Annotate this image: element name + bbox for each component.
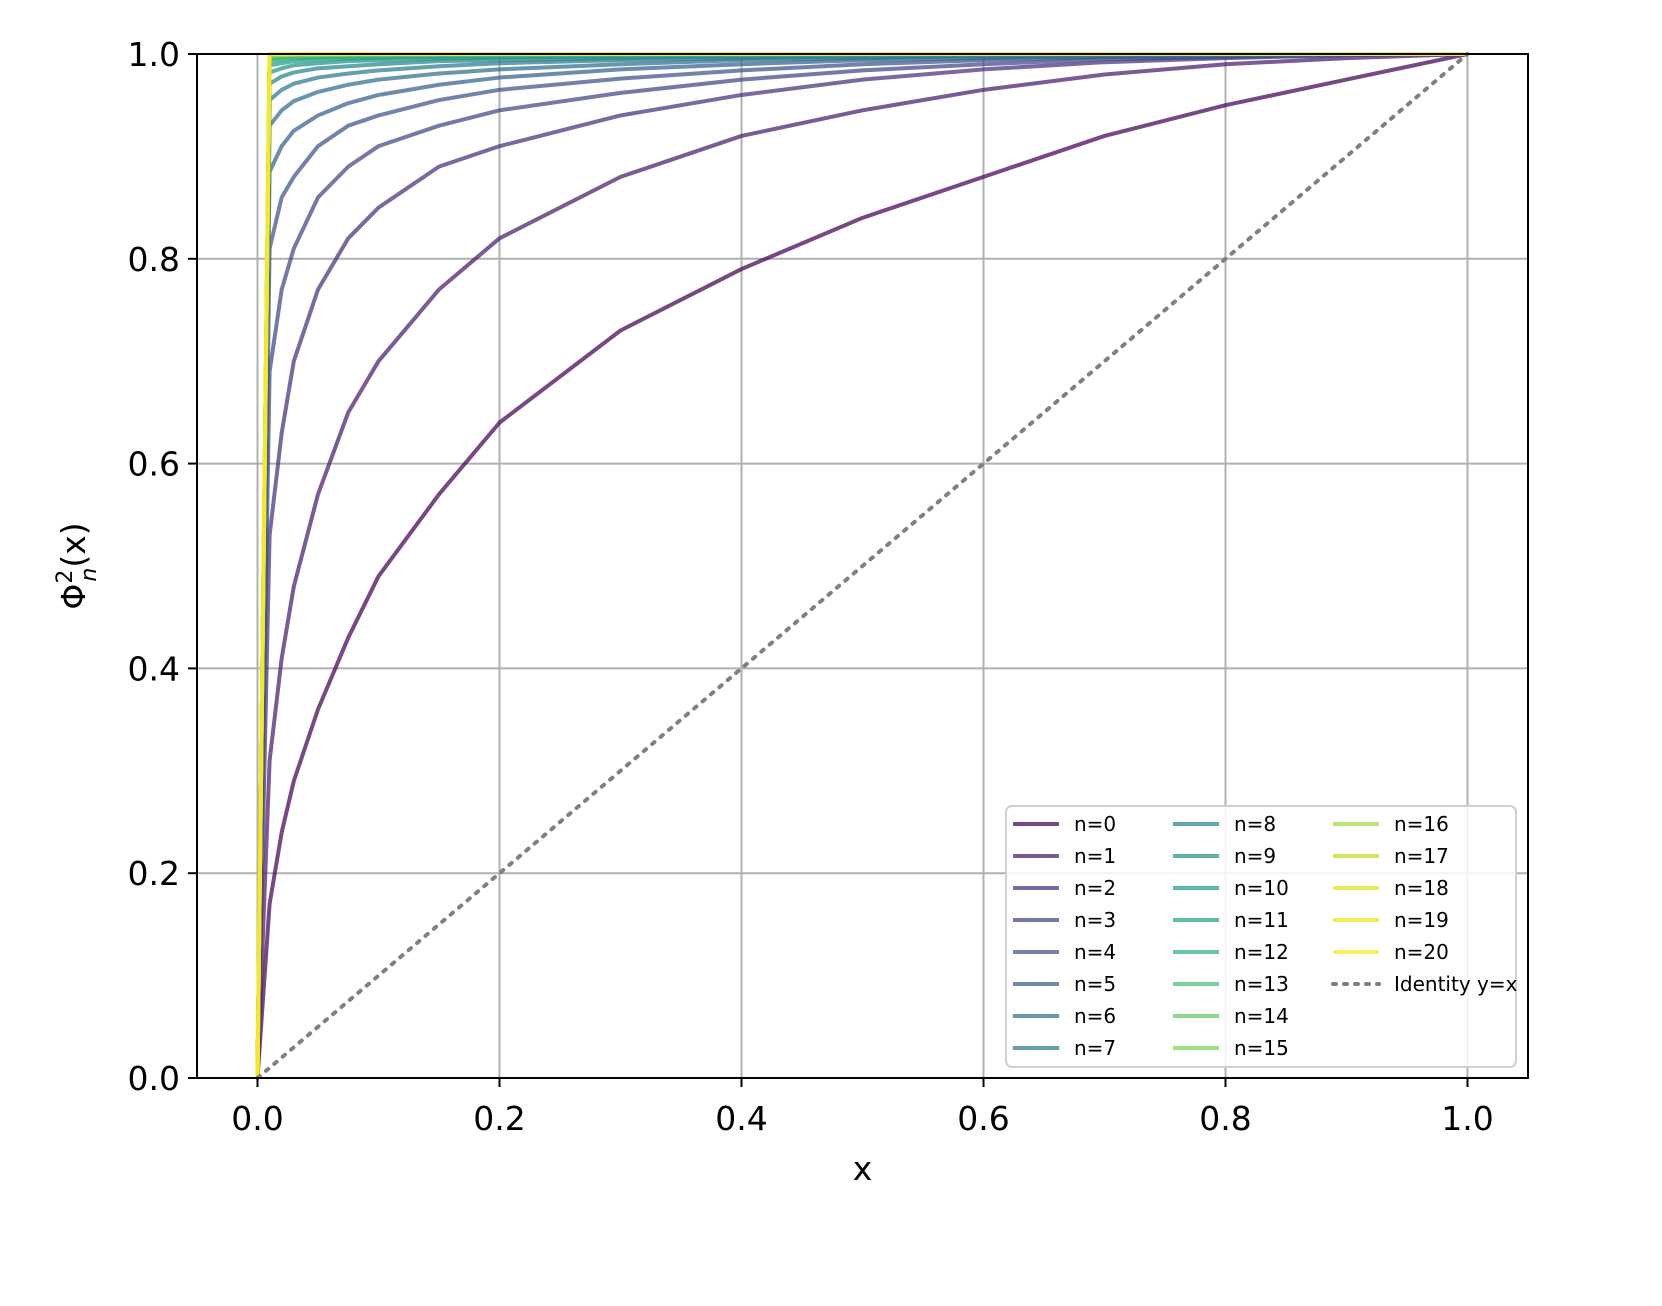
legend-label: n=7 — [1074, 1036, 1116, 1060]
y-axis-label-sub: n — [77, 568, 102, 582]
legend-box — [1005, 805, 1517, 1068]
x-tick-label: 1.0 — [1441, 1099, 1493, 1138]
x-tick-label: 0.8 — [1199, 1099, 1251, 1138]
legend-label: n=5 — [1074, 972, 1116, 996]
x-tick-label: 0.0 — [231, 1099, 283, 1138]
legend-label: n=4 — [1074, 940, 1116, 964]
legend-label: n=19 — [1394, 908, 1449, 932]
y-tick-label: 0.0 — [128, 1059, 180, 1098]
legend: n=0 n=1 n=2 n=3 n=4 n=5 n=6 n=7 n=8 n=9 n=10 n=11 n=… — [1005, 805, 1518, 1068]
legend-label: n=8 — [1234, 812, 1276, 836]
legend-label: n=1 — [1074, 844, 1116, 868]
legend-label: n=10 — [1234, 876, 1289, 900]
legend-label: n=13 — [1234, 972, 1289, 996]
series-line-n-2 — [255, 52, 1468, 1079]
plot-frame — [196, 53, 1529, 1079]
legend-label: n=2 — [1074, 876, 1116, 900]
legend-label: n=9 — [1234, 844, 1276, 868]
legend-label: n=15 — [1234, 1036, 1289, 1060]
legend-label: n=12 — [1234, 940, 1289, 964]
legend-label: n=3 — [1074, 908, 1116, 932]
x-tick-label: 0.2 — [473, 1099, 525, 1138]
legend-label: n=18 — [1394, 876, 1449, 900]
series-line-n-0 — [255, 52, 1468, 1079]
y-tick-label: 0.4 — [128, 649, 180, 688]
series-line-identity-y-x — [255, 52, 1470, 1080]
y-tick-label: 0.6 — [128, 445, 180, 484]
y-axis-label-arg: (x) — [54, 522, 93, 567]
legend-label: Identity y=x — [1394, 972, 1518, 996]
legend-label: n=6 — [1074, 1004, 1116, 1028]
y-axis-label-sup: 2 — [53, 570, 78, 584]
legend-label: n=16 — [1394, 812, 1449, 836]
series-line-n-1 — [255, 52, 1468, 1079]
y-axis-label-base: Φ — [54, 584, 93, 610]
grid — [197, 53, 1528, 1079]
legend-label: n=0 — [1074, 812, 1116, 836]
legend-label: n=17 — [1394, 844, 1449, 868]
x-tick-label: 0.6 — [957, 1099, 1009, 1138]
legend-label: n=14 — [1234, 1004, 1289, 1028]
y-tick-label: 0.8 — [128, 240, 180, 279]
y-tick-label: 1.0 — [128, 35, 180, 74]
legend-label: n=11 — [1234, 908, 1289, 932]
x-tick-label: 0.4 — [715, 1099, 767, 1138]
legend-label: n=20 — [1394, 940, 1449, 964]
y-tick-label: 0.2 — [128, 854, 180, 893]
axis-ticks: 0.0 0.2 0.4 0.6 0.8 1.0 0.0 0.2 0.4 0.6 0.8 1.0 — [128, 35, 1494, 1138]
x-axis-label: x — [853, 1149, 873, 1188]
y-axis-label: Φ2n(x) — [53, 522, 102, 609]
